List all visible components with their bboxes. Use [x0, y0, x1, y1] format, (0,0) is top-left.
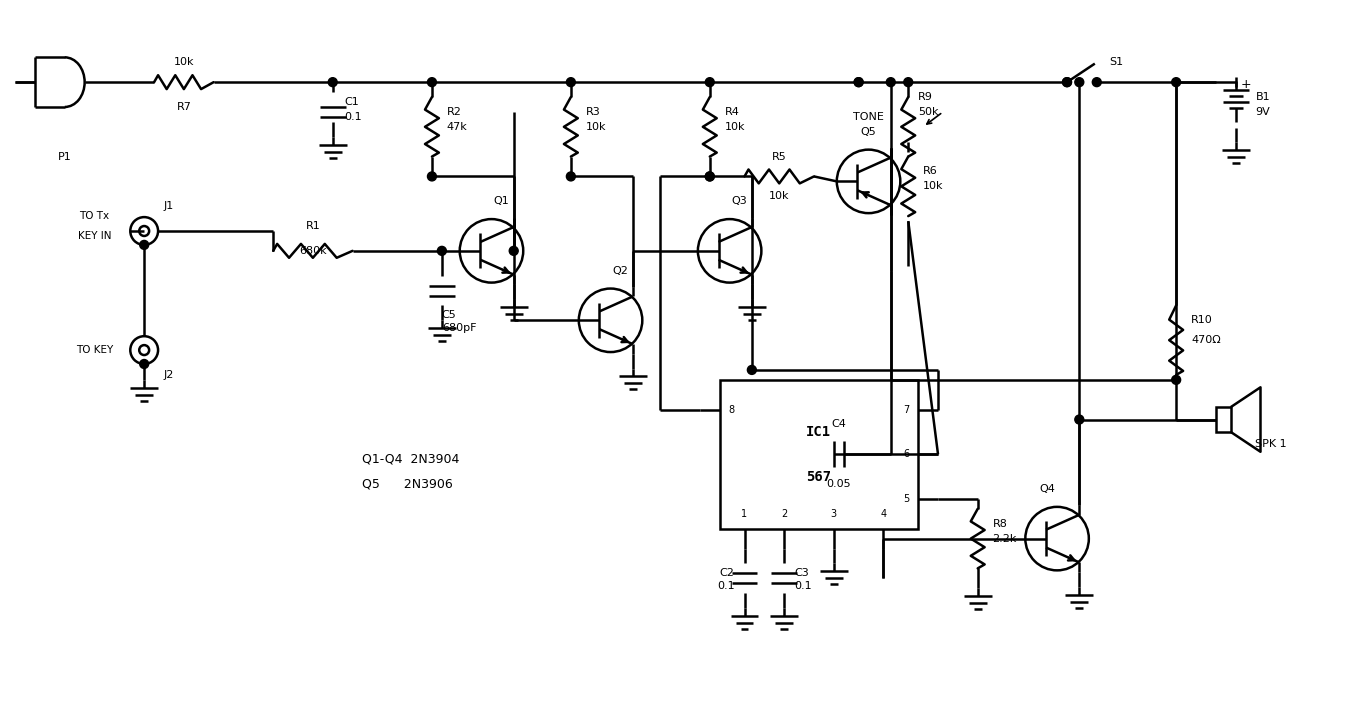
Text: 680pF: 680pF — [442, 323, 476, 333]
Text: Q1: Q1 — [494, 196, 509, 206]
Text: R8: R8 — [993, 518, 1008, 528]
Text: 7: 7 — [903, 405, 910, 415]
Text: 4: 4 — [880, 509, 887, 519]
Circle shape — [747, 366, 756, 374]
Text: R9: R9 — [918, 92, 933, 102]
Text: C1: C1 — [345, 97, 359, 107]
Text: R4: R4 — [724, 107, 739, 117]
Circle shape — [427, 78, 436, 86]
Text: TO KEY: TO KEY — [76, 345, 113, 355]
Text: R7: R7 — [176, 102, 191, 112]
Circle shape — [1063, 78, 1072, 86]
Text: Q3: Q3 — [731, 196, 747, 206]
Text: R5: R5 — [772, 151, 787, 161]
Circle shape — [1172, 78, 1181, 86]
Text: R1: R1 — [306, 221, 321, 231]
Circle shape — [1075, 415, 1084, 424]
Text: 10k: 10k — [585, 122, 606, 132]
Text: TO Tx: TO Tx — [79, 211, 109, 221]
Text: 9V: 9V — [1255, 107, 1270, 117]
Text: 3: 3 — [831, 509, 837, 519]
Text: 0.05: 0.05 — [827, 479, 851, 489]
Circle shape — [1093, 78, 1101, 86]
Circle shape — [509, 246, 518, 256]
Circle shape — [329, 78, 337, 86]
Text: 10k: 10k — [769, 192, 790, 202]
Text: S1: S1 — [1109, 58, 1124, 67]
Circle shape — [887, 78, 895, 86]
Text: P1: P1 — [57, 152, 72, 161]
Circle shape — [438, 246, 446, 256]
Text: 5: 5 — [903, 494, 910, 504]
Bar — [720, 380, 918, 528]
Text: SPK 1: SPK 1 — [1255, 439, 1286, 449]
Circle shape — [1063, 78, 1072, 86]
Text: C4: C4 — [831, 420, 846, 429]
Text: Q5: Q5 — [861, 127, 877, 137]
Text: 47k: 47k — [447, 122, 468, 132]
Text: 8: 8 — [728, 405, 735, 415]
Circle shape — [705, 172, 715, 181]
Text: 2: 2 — [782, 509, 787, 519]
Text: Q4: Q4 — [1039, 484, 1056, 494]
Text: IC1: IC1 — [806, 425, 832, 439]
Text: 2.2k: 2.2k — [993, 534, 1018, 544]
Circle shape — [705, 78, 715, 86]
Circle shape — [1172, 375, 1181, 384]
Circle shape — [139, 240, 149, 249]
Text: Q5      2N3906: Q5 2N3906 — [363, 477, 453, 490]
Text: R2: R2 — [447, 107, 461, 117]
Text: 680k: 680k — [299, 246, 327, 256]
Circle shape — [566, 78, 576, 86]
Circle shape — [705, 172, 715, 181]
Text: 10k: 10k — [923, 181, 944, 192]
Circle shape — [1075, 78, 1084, 86]
Text: C2: C2 — [720, 568, 735, 578]
Circle shape — [854, 78, 863, 86]
Circle shape — [854, 78, 863, 86]
Text: 10k: 10k — [173, 58, 194, 67]
Text: 0.1: 0.1 — [717, 581, 735, 591]
Text: Q2: Q2 — [612, 266, 629, 276]
Text: 0.1: 0.1 — [794, 581, 812, 591]
Text: R10: R10 — [1191, 315, 1213, 325]
Text: C5: C5 — [442, 310, 457, 320]
Circle shape — [566, 172, 576, 181]
Text: J1: J1 — [164, 201, 175, 211]
Text: R6: R6 — [923, 166, 938, 176]
Text: Q1-Q4  2N3904: Q1-Q4 2N3904 — [363, 453, 460, 466]
Text: 1: 1 — [742, 509, 747, 519]
Text: +: + — [1241, 78, 1251, 91]
Text: J2: J2 — [164, 370, 175, 380]
Text: 0.1: 0.1 — [345, 112, 363, 122]
Circle shape — [139, 359, 149, 369]
Text: R3: R3 — [585, 107, 600, 117]
Circle shape — [427, 172, 436, 181]
Text: 50k: 50k — [918, 107, 938, 117]
Text: 567: 567 — [806, 469, 832, 484]
Text: TONE: TONE — [852, 112, 884, 122]
Circle shape — [904, 78, 913, 86]
Text: B1: B1 — [1255, 92, 1270, 102]
Text: 10k: 10k — [724, 122, 745, 132]
Text: 6: 6 — [903, 449, 910, 459]
Bar — [1215, 407, 1230, 432]
Text: KEY IN: KEY IN — [78, 231, 112, 241]
Text: C3: C3 — [794, 568, 809, 578]
Text: 470Ω: 470Ω — [1191, 335, 1221, 345]
